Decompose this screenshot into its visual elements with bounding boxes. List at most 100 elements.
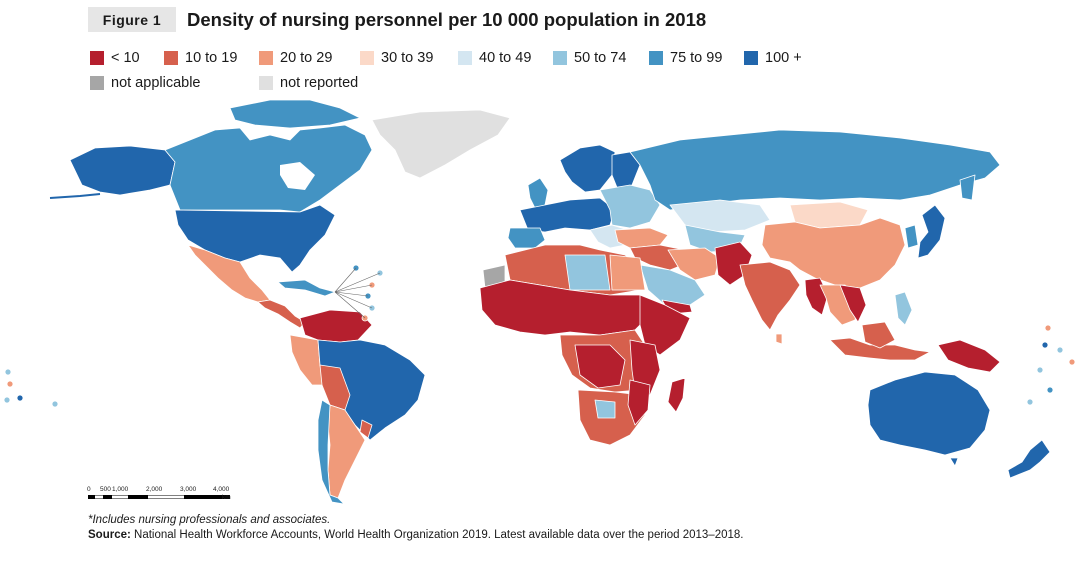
source-label: Source: (88, 529, 131, 541)
region-iran (667, 247, 721, 281)
region-uk-ireland (527, 177, 549, 209)
legend: < 10 10 to 19 20 to 29 30 to 39 40 to 49… (88, 50, 848, 98)
map-title: Density of nursing personnel per 10 000 … (187, 9, 707, 30)
region-scandinavia (559, 144, 616, 193)
region-arabia (639, 264, 706, 306)
region-kamchatka (959, 174, 976, 201)
island-marker (3, 396, 11, 404)
island-marker (1044, 324, 1052, 332)
legend-item: not applicable (90, 75, 201, 91)
region-kazakhstan (669, 199, 771, 233)
region-horn-of-africa (639, 294, 691, 356)
legend-label: < 10 (111, 50, 140, 66)
region-china (761, 217, 906, 289)
legend-swatch (90, 76, 104, 90)
legend-item: 20 to 29 (259, 50, 332, 66)
legend-item: not reported (259, 75, 358, 91)
legend-swatch (744, 51, 758, 65)
world-map: 0 500 1,000 2,000 3,000 4,000 km (3, 99, 1076, 505)
region-madagascar (667, 377, 686, 413)
legend-swatch (90, 51, 104, 65)
legend-swatch (164, 51, 178, 65)
legend-item: 100 + (744, 50, 802, 66)
region-mozambique (627, 379, 651, 426)
legend-item: 30 to 39 (360, 50, 433, 66)
region-botswana (594, 399, 616, 419)
region-russia (629, 129, 1001, 211)
region-usa (174, 204, 336, 273)
scale-bar: 0 500 1,000 2,000 3,000 4,000 km (87, 486, 231, 501)
island-marker (16, 394, 24, 402)
region-japan (917, 204, 946, 259)
legend-label: not applicable (111, 75, 201, 91)
legend-swatch (259, 76, 273, 90)
legend-label: not reported (280, 75, 359, 91)
island-marker (6, 380, 14, 388)
region-argentina (327, 404, 366, 499)
footnote-note: *Includes nursing professionals and asso… (88, 514, 331, 526)
region-east-africa (629, 339, 661, 396)
legend-label: 40 to 49 (479, 50, 532, 66)
island-marker (1068, 358, 1076, 366)
region-indonesia (829, 337, 931, 361)
island-marker (1046, 386, 1054, 394)
region-greenland (371, 109, 511, 179)
source-line: Source: National Health Workforce Accoun… (88, 529, 743, 541)
island-marker (1056, 346, 1064, 354)
legend-label: 50 to 74 (574, 50, 627, 66)
region-new-guinea (937, 339, 1001, 373)
region-canada-islands (229, 99, 361, 129)
scale-unit: km (222, 494, 231, 501)
region-caribbean (277, 279, 336, 297)
source-text: National Health Workforce Accounts, Worl… (134, 529, 744, 541)
legend-item: 10 to 19 (164, 50, 237, 66)
scale-tick-label: 0 (87, 486, 91, 493)
legend-swatch (458, 51, 472, 65)
callout-lines (334, 267, 381, 319)
scale-tick-label: 3,000 (180, 486, 197, 493)
island-marker (1036, 366, 1044, 374)
legend-item: < 10 (90, 50, 140, 66)
legend-label: 20 to 29 (280, 50, 333, 66)
legend-item: 50 to 74 (553, 50, 626, 66)
region-india (739, 261, 801, 331)
legend-label: 30 to 39 (381, 50, 434, 66)
region-egypt (609, 254, 646, 291)
region-australia (867, 371, 991, 456)
legend-label: 10 to 19 (185, 50, 238, 66)
region-uruguay (359, 419, 373, 439)
figure-label: Figure 1 (88, 7, 176, 32)
scale-tick-label: 1,000 (112, 486, 129, 493)
region-eastern-europe (599, 184, 661, 229)
region-new-zealand (1007, 439, 1051, 479)
region-alaska (69, 145, 176, 196)
island-marker (1026, 398, 1034, 406)
region-hudson-bay (280, 162, 315, 190)
region-vietnam-laos (839, 284, 867, 323)
region-sri-lanka (775, 333, 783, 345)
island-marker (4, 368, 12, 376)
scale-tick-label: 500 (100, 486, 111, 493)
region-libya (564, 254, 611, 291)
region-iberia (507, 227, 546, 249)
island-marker (51, 400, 59, 408)
scale-tick-label: 4,000 (213, 486, 230, 493)
region-philippines (894, 291, 913, 326)
island-marker (1041, 341, 1049, 349)
region-aleutians (49, 193, 101, 199)
legend-label: 100 + (765, 50, 802, 66)
legend-swatch (360, 51, 374, 65)
legend-label: 75 to 99 (670, 50, 723, 66)
region-canada (164, 124, 373, 213)
region-borneo-sulawesi (861, 321, 896, 349)
region-myanmar (804, 277, 829, 316)
region-central-america (257, 299, 306, 329)
legend-swatch (553, 51, 567, 65)
scale-tick-label: 2,000 (146, 486, 163, 493)
region-chile (317, 399, 345, 505)
legend-swatch (259, 51, 273, 65)
legend-item: 75 to 99 (649, 50, 722, 66)
legend-swatch (649, 51, 663, 65)
region-tasmania (949, 457, 959, 467)
region-drc (574, 344, 626, 389)
